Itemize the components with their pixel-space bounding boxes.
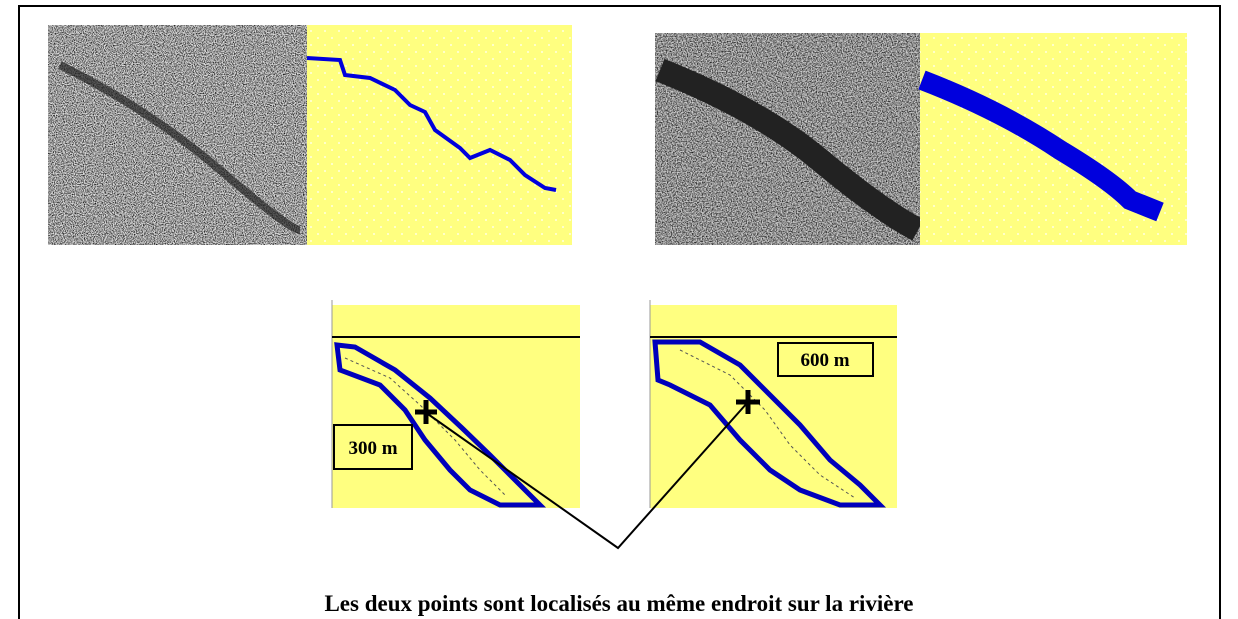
figure: 300 m 600 m Les deux points sont localis… (0, 0, 1238, 619)
river-map-right (920, 33, 1187, 245)
satellite-image-right (655, 33, 920, 245)
page: 300 m 600 m Les deux points sont localis… (0, 0, 1238, 619)
river-map-left (307, 25, 572, 245)
buffer-panel-left: 300 m (332, 300, 580, 508)
caption: Les deux points sont localisés au même e… (324, 591, 913, 616)
distance-label: 600 m (800, 350, 849, 371)
distance-label: 300 m (348, 438, 397, 459)
buffer-panel-right: 600 m (650, 300, 897, 508)
satellite-image-left (48, 25, 307, 245)
